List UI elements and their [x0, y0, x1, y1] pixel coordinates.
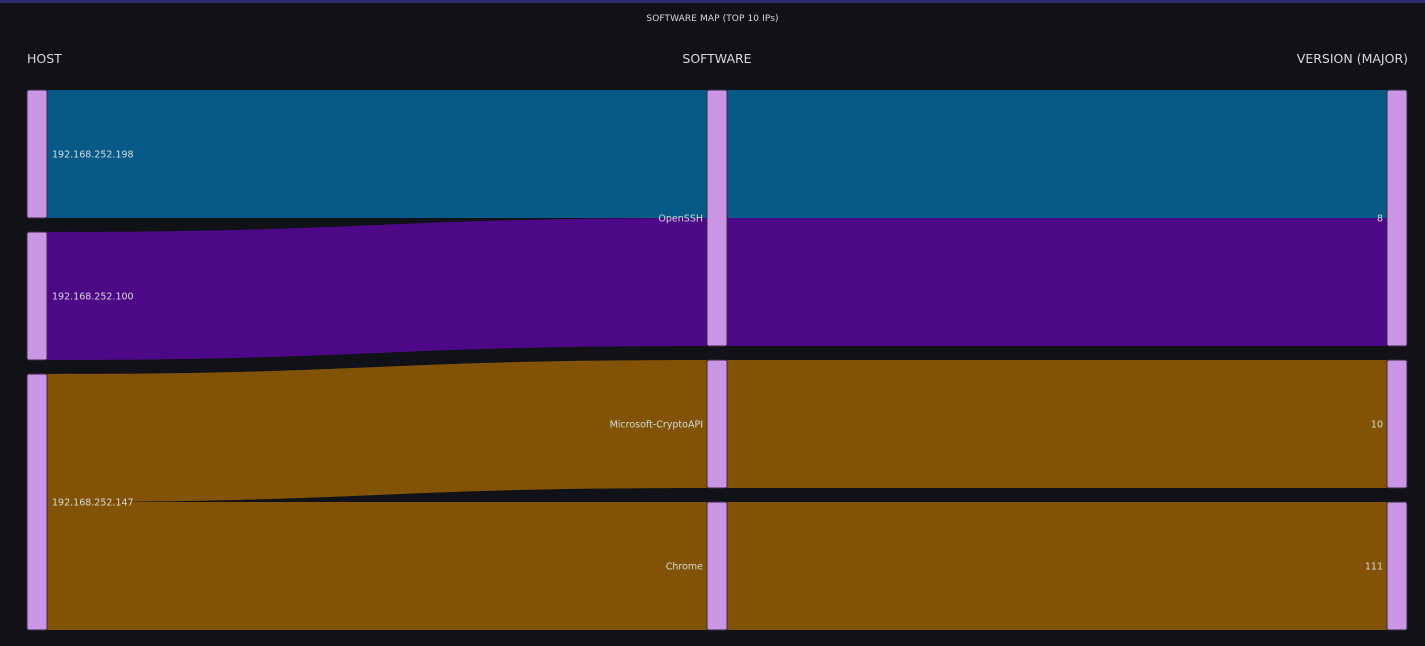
sankey-node-label-v10: 10 — [1371, 420, 1383, 431]
sankey-nodes: 192.168.252.198 192.168.252.100 192.168.25… — [26, 89, 1408, 631]
sankey-node-label-sw_chrome: Chrome — [666, 562, 703, 573]
flow-link-host-software-0[interactable] — [47, 90, 707, 218]
sankey-node-h198[interactable] — [26, 89, 48, 219]
sankey-node-sw_chrome[interactable] — [706, 501, 728, 631]
sankey-node-label-h198: 192.168.252.198 — [52, 150, 134, 161]
sankey-node-v111[interactable] — [1386, 501, 1408, 631]
flow-link-host-software-2[interactable] — [47, 360, 707, 502]
sankey-node-label-h147: 192.168.252.147 — [52, 498, 134, 509]
sankey-node-label-v111: 111 — [1365, 562, 1383, 573]
column-header-version: VERSION (MAJOR) — [1296, 51, 1408, 66]
column-header-software: SOFTWARE — [682, 51, 752, 66]
flow-link-software-version-0[interactable] — [727, 90, 1387, 218]
flow-link-software-version-1[interactable] — [727, 218, 1387, 346]
sankey-node-label-sw_openssh: OpenSSH — [658, 214, 703, 225]
sankey-node-label-sw_crypto: Microsoft-CryptoAPI — [610, 420, 703, 431]
panel-title: SOFTWARE MAP (TOP 10 IPs) — [646, 14, 779, 24]
sankey-node-label-h100: 192.168.252.100 — [52, 292, 134, 303]
sankey-node-v10[interactable] — [1386, 359, 1408, 489]
flow-link-software-version-2[interactable] — [727, 360, 1387, 488]
sankey-node-h147[interactable] — [26, 373, 48, 631]
column-header-host: HOST — [27, 51, 62, 66]
sankey-node-label-v8: 8 — [1377, 214, 1383, 225]
sankey-node-sw_crypto[interactable] — [706, 359, 728, 489]
sankey-node-v8[interactable] — [1386, 89, 1408, 347]
sankey-node-h100[interactable] — [26, 231, 48, 361]
flow-link-software-version-3[interactable] — [727, 502, 1387, 630]
sankey-node-sw_openssh[interactable] — [706, 89, 728, 347]
flow-link-host-software-3[interactable] — [47, 502, 707, 630]
sankey-links — [47, 90, 1387, 630]
sankey-chart: 192.168.252.198 192.168.252.100 192.168.25… — [26, 89, 1408, 631]
flow-link-host-software-1[interactable] — [47, 218, 707, 360]
